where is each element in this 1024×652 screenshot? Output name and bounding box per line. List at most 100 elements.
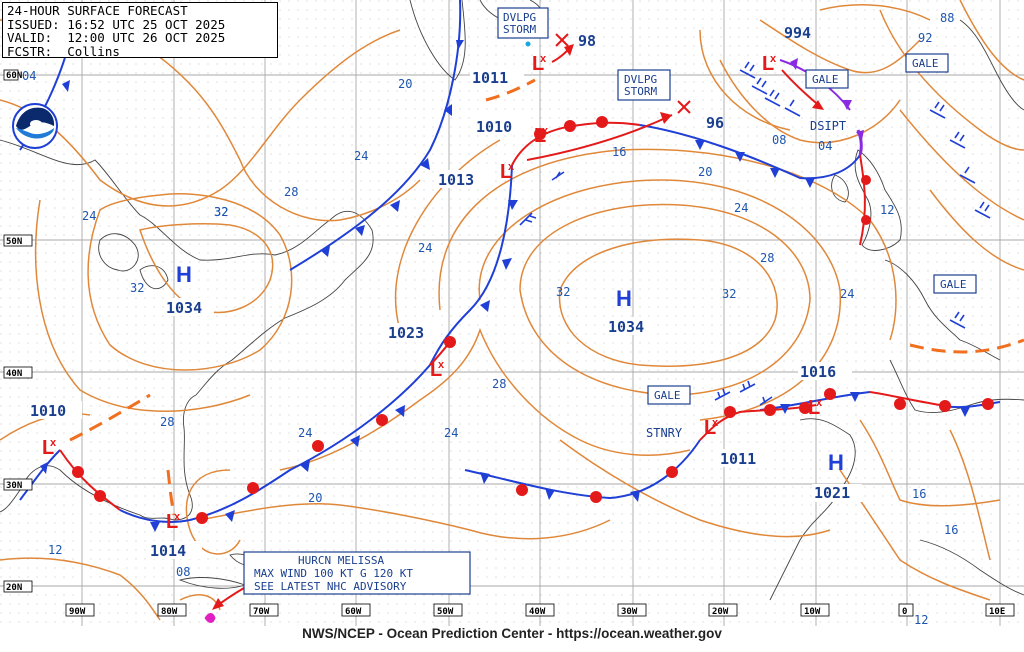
low-pressure-value: 994 (784, 24, 811, 42)
low-pressure-value: 1011 (472, 69, 508, 87)
low-pressure-value: 96 (706, 114, 724, 132)
isobar-label: 16 (912, 487, 926, 501)
header-title: 24-HOUR SURFACE FORECAST (7, 3, 188, 18)
lat-lon-grid (0, 0, 1024, 626)
lon-label-50w: 50W (437, 607, 454, 617)
lon-label-80w: 80W (161, 607, 178, 617)
isobar-value-labels: 04 20 24 28 32 24 32 24 32 28 24 24 20 1… (22, 11, 958, 627)
lon-label-20w: 20W (712, 607, 729, 617)
cold-front-triangles (40, 40, 970, 532)
high-pressure-centers: H 1034 H 1034 H 1021 (164, 262, 862, 502)
low-l-icon: L (42, 437, 54, 459)
isobar-label: 16 (612, 145, 626, 159)
lon-label-0: 0 (902, 607, 907, 617)
low-pressure-value: 1016 (800, 363, 836, 381)
gale-label: GALE (812, 73, 839, 86)
dsipt-label: DSIPT (810, 119, 846, 133)
lat-label-20: 20N (6, 583, 22, 593)
isobar-label: 32 (722, 287, 736, 301)
isobar-label: 08 (176, 565, 190, 579)
high-pressure-value: 1021 (814, 484, 850, 502)
high-h-label: H (828, 450, 844, 475)
high-pressure-value: 1034 (166, 299, 202, 317)
isobar-label: 28 (160, 415, 174, 429)
low-pressure-value: 1023 (388, 324, 424, 342)
low-pressure-markers: L x L x L x L x L x L x L x L x L x (42, 53, 823, 533)
lat-label-30: 30N (6, 481, 22, 491)
lat-label-60: 60N (6, 71, 22, 81)
isobar-label: 24 (298, 426, 312, 440)
grid-dots (0, 0, 1024, 626)
isobar-label: 16 (944, 523, 958, 537)
dvlpg-storm-label: STORM (503, 23, 536, 36)
forecast-header: 24-HOUR SURFACE FORECAST ISSUED: 16:52 U… (2, 2, 278, 58)
lon-label-10e: 10E (989, 607, 1005, 617)
low-x-icon: x (174, 511, 181, 523)
isobar-label: 12 (48, 543, 62, 557)
stnry-label: STNRY (646, 426, 683, 440)
low-pressure-value: 1013 (438, 171, 474, 189)
isobar-label: 04 (22, 69, 36, 83)
lon-label-60w: 60W (345, 607, 362, 617)
low-pressure-value: 98 (578, 32, 596, 50)
track-arrowheads (212, 44, 824, 610)
lat-label-40: 40N (6, 369, 22, 379)
isobar-label: 92 (918, 31, 932, 45)
high-h-label: H (176, 262, 192, 287)
isobar-label: 32 (556, 285, 570, 299)
low-l-icon: L (762, 53, 774, 75)
troughs (69, 78, 1024, 516)
low-pressure-values: 994 1011 1010 1013 1023 1010 1014 1011 1… (28, 24, 852, 560)
isobar-label: 04 (818, 139, 832, 153)
lon-label-90w: 90W (69, 607, 86, 617)
header-issued: ISSUED: 16:52 UTC 25 OCT 2025 (7, 16, 226, 32)
low-x-icon: x (50, 437, 57, 449)
isobar-label: 08 (772, 133, 786, 147)
gale-label: GALE (654, 389, 681, 402)
low-l-icon: L (704, 417, 716, 439)
warm-fronts (59, 121, 941, 511)
low-pressure-value: 1011 (720, 450, 756, 468)
low-l-icon: L (532, 53, 544, 75)
lon-label-40w: 40W (529, 607, 546, 617)
isobar-label: 24 (840, 287, 854, 301)
isobar-label: 32 (214, 205, 228, 219)
isobar-label: 24 (444, 426, 458, 440)
low-x-icon: x (816, 397, 823, 409)
isobar-label: 24 (418, 241, 432, 255)
low-x-icon: x (712, 417, 719, 429)
low-pressure-value: 1010 (30, 402, 66, 420)
low-l-icon: L (808, 397, 820, 419)
low-pressure-value: 1010 (476, 118, 512, 136)
isobar-label: 24 (734, 201, 748, 215)
low-l-icon: L (166, 511, 178, 533)
high-h-label: H (616, 286, 632, 311)
isobar-label: 32 (130, 281, 144, 295)
low-x-icon: x (540, 53, 547, 65)
isobar-label: 28 (760, 251, 774, 265)
isobar-label: 28 (284, 185, 298, 199)
header-valid: VALID: 12:00 UTC 26 OCT 2025 (7, 30, 226, 45)
hurricane-name: HURCN MELISSA (298, 554, 384, 567)
hurricane-advisory: HURCN MELISSA MAX WIND 100 KT G 120 KT S… (204, 551, 471, 623)
isobar-label: 88 (940, 11, 954, 25)
isobar-label: 24 (82, 209, 96, 223)
low-x-icon: x (542, 125, 549, 137)
low-l-icon: L (534, 125, 546, 147)
isobar-label: 12 (880, 203, 894, 217)
dvlpg-storm-label: STORM (624, 85, 657, 98)
low-pressure-value: 1014 (150, 542, 186, 560)
longitude-labels: 90W 80W 70W 60W 50W 40W 30W 20W 10W 0 10… (65, 603, 1015, 617)
header-forecaster: FCSTR: Collins (7, 43, 120, 59)
dvlpg-storm-label: DVLPG (503, 11, 536, 24)
hurricane-advisory-note: SEE LATEST NHC ADVISORY (254, 580, 407, 593)
low-l-icon: L (430, 359, 442, 381)
lon-label-10w: 10W (804, 607, 821, 617)
isobar-label: 28 (492, 377, 506, 391)
lat-label-50: 50N (6, 237, 22, 247)
lon-label-30w: 30W (621, 607, 638, 617)
isobar-label: 20 (308, 491, 322, 505)
wind-barbs (519, 61, 991, 406)
gale-label: GALE (912, 57, 939, 70)
